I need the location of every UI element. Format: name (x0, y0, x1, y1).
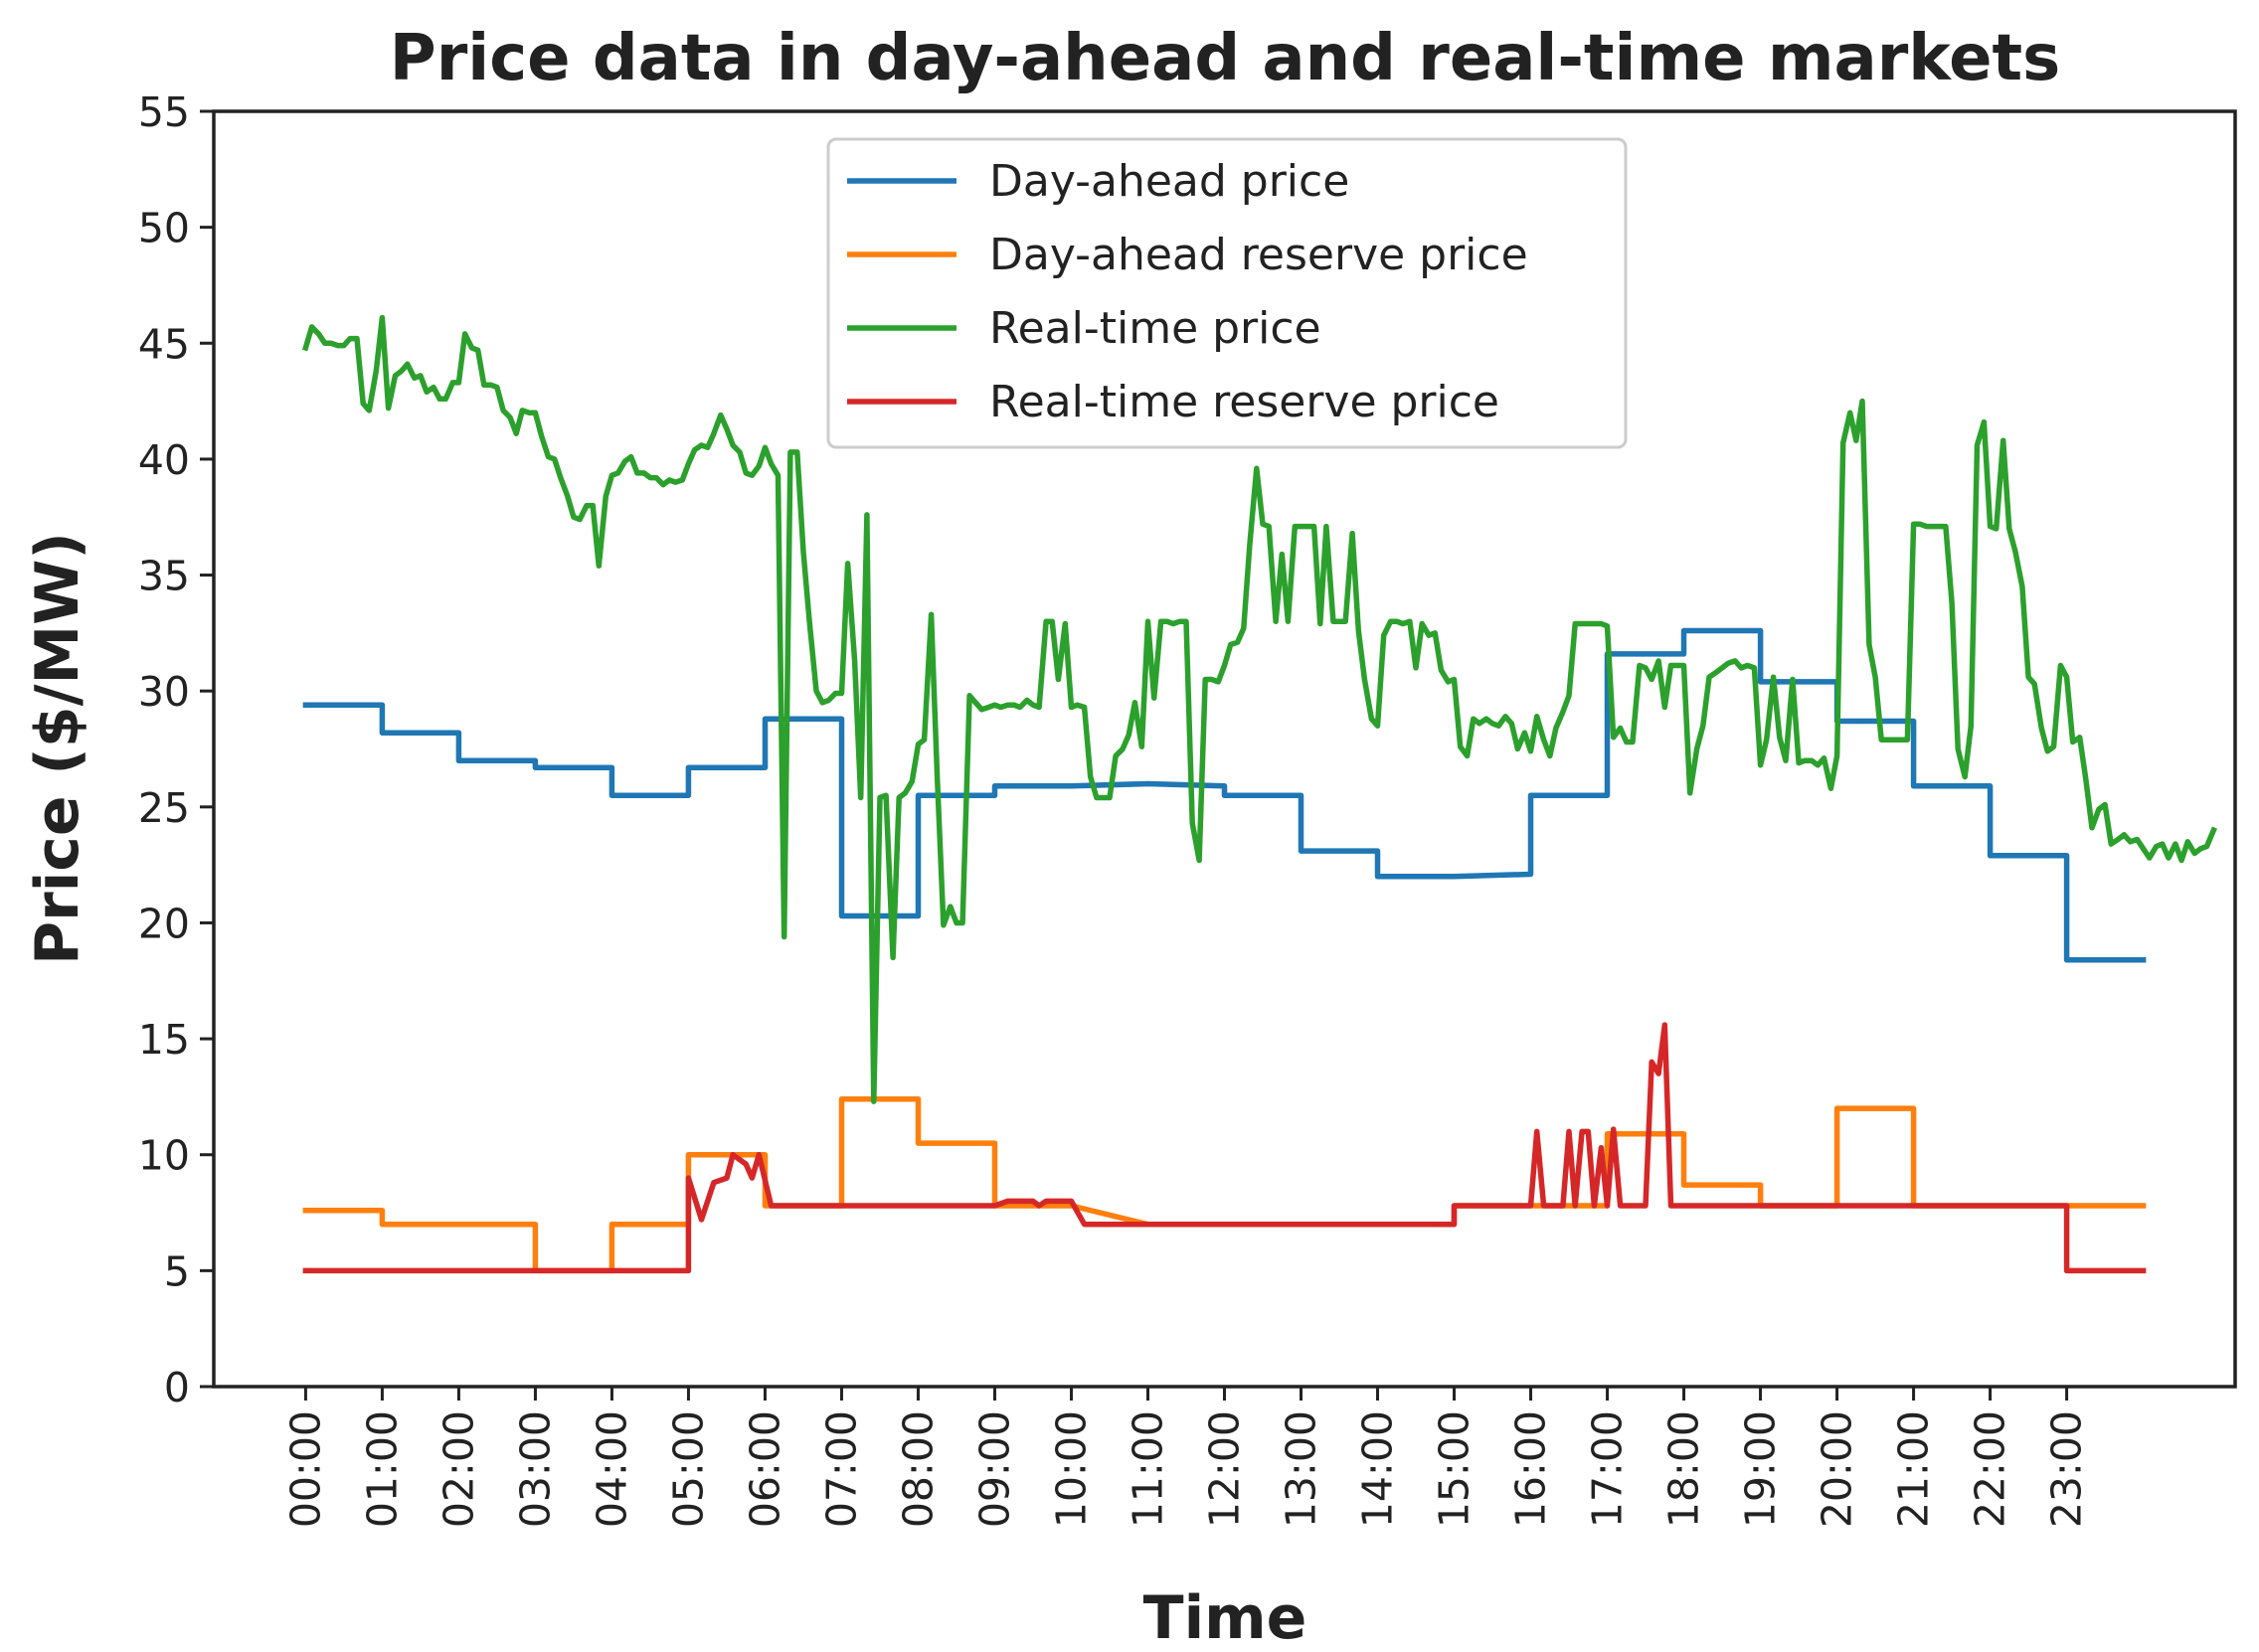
x-tick-label: 08:00 (894, 1410, 942, 1528)
x-tick-label: 21:00 (1890, 1410, 1938, 1528)
x-tick-label: 13:00 (1278, 1410, 1325, 1528)
x-tick-label: 03:00 (511, 1410, 559, 1528)
legend: Day-ahead price Day-ahead reserve price Re… (826, 137, 1628, 449)
x-axis: 00:00 01:00 02:00 03:00 04:00 05:00 06:00 07:00… (281, 1387, 2091, 1528)
x-tick-label: 10:00 (1047, 1410, 1095, 1528)
legend-label: Day-ahead price (989, 156, 1349, 207)
y-tick-label: 55 (138, 88, 190, 136)
y-axis-label: Price ($/MW) (23, 532, 92, 965)
x-tick-label: 07:00 (817, 1410, 865, 1528)
series-line-2 (302, 1095, 2147, 1274)
y-tick-label: 0 (164, 1364, 190, 1411)
y-tick-label: 15 (138, 1016, 190, 1064)
x-tick-label: 12:00 (1201, 1410, 1249, 1528)
x-tick-label: 17:00 (1584, 1410, 1632, 1528)
y-tick-label: 45 (138, 320, 190, 368)
series-line-3 (301, 314, 2218, 1104)
legend-label: Real-time price (989, 303, 1321, 354)
series-lines (301, 314, 2218, 1274)
x-tick-label: 01:00 (358, 1410, 406, 1528)
y-tick-label: 30 (138, 668, 190, 716)
x-tick-label: 14:00 (1354, 1410, 1402, 1528)
x-tick-label: 22:00 (1967, 1410, 2014, 1528)
y-tick-label: 25 (138, 784, 190, 832)
x-tick-label: 18:00 (1660, 1410, 1708, 1528)
series-line-4 (302, 1022, 2147, 1274)
y-tick-label: 50 (138, 205, 190, 252)
chart-title: Price data in day-ahead and real-time ma… (390, 22, 2060, 95)
x-tick-label: 16:00 (1507, 1410, 1555, 1528)
y-tick-label: 20 (138, 900, 190, 947)
x-tick-label: 11:00 (1124, 1410, 1171, 1528)
y-tick-label: 5 (164, 1247, 190, 1295)
y-tick-label: 40 (138, 436, 190, 484)
x-tick-label: 00:00 (281, 1410, 329, 1528)
x-tick-label: 09:00 (970, 1410, 1018, 1528)
x-tick-label: 20:00 (1814, 1410, 1861, 1528)
x-axis-label: Time (1143, 1583, 1307, 1652)
series-line-1 (302, 627, 2147, 963)
x-tick-label: 19:00 (1737, 1410, 1785, 1528)
x-tick-label: 06:00 (741, 1410, 788, 1528)
x-tick-label: 05:00 (664, 1410, 712, 1528)
y-tick-label: 35 (138, 553, 190, 600)
legend-label: Real-time reserve price (989, 377, 1499, 427)
y-tick-label: 10 (138, 1132, 190, 1180)
x-tick-label: 02:00 (434, 1410, 482, 1528)
x-tick-label: 04:00 (588, 1410, 635, 1528)
y-axis: 0 5 10 15 20 25 30 35 40 45 50 55 (138, 88, 214, 1411)
legend-box (826, 137, 1628, 449)
legend-label: Day-ahead reserve price (989, 230, 1528, 280)
x-tick-label: 15:00 (1431, 1410, 1478, 1528)
x-tick-label: 23:00 (2043, 1410, 2091, 1528)
